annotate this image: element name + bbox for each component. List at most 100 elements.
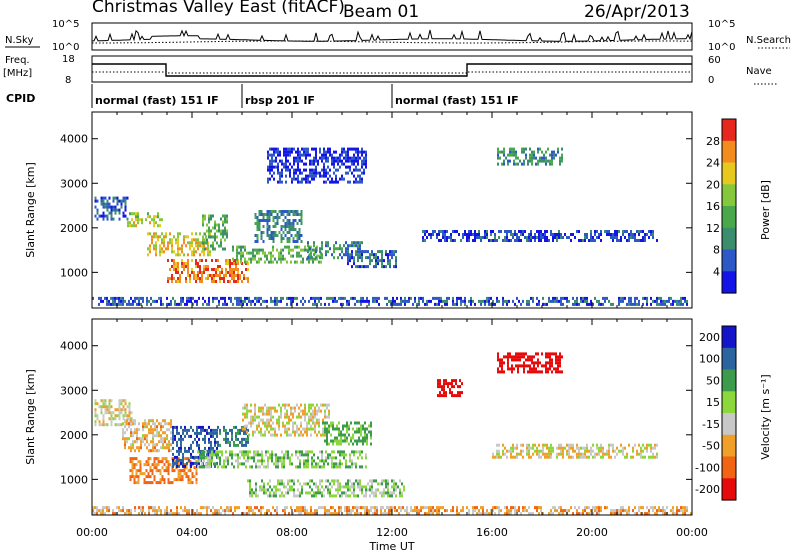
velocity-cell bbox=[497, 352, 499, 356]
power-cell bbox=[554, 233, 556, 236]
velocity-cell bbox=[326, 421, 328, 425]
velocity-cell bbox=[92, 512, 94, 516]
power-cell bbox=[562, 296, 564, 300]
power-cell bbox=[258, 296, 260, 300]
velocity-cell bbox=[537, 364, 539, 368]
velocity-cell bbox=[250, 509, 252, 513]
power-cell bbox=[254, 302, 256, 306]
power-cell bbox=[664, 302, 666, 306]
power-cell bbox=[142, 299, 144, 303]
velocity-cell bbox=[364, 512, 366, 516]
power-cell bbox=[308, 299, 310, 303]
velocity-cell bbox=[293, 488, 295, 492]
power-cell bbox=[309, 180, 311, 184]
power-cell bbox=[389, 253, 391, 257]
velocity-cell bbox=[191, 481, 194, 485]
velocity-cell bbox=[640, 455, 642, 459]
power-cell bbox=[357, 253, 359, 257]
velocity-cell bbox=[148, 512, 150, 516]
velocity-cell bbox=[259, 465, 261, 469]
velocity-cell bbox=[338, 512, 340, 516]
velocity-cell bbox=[347, 485, 349, 489]
power-cell bbox=[237, 271, 239, 274]
velocity-cell bbox=[512, 455, 514, 459]
velocity-cell bbox=[523, 352, 525, 356]
velocity-cell bbox=[277, 488, 279, 492]
power-cell bbox=[594, 296, 596, 300]
power-cell bbox=[98, 214, 101, 218]
power-colorbar-tick-label: 4 bbox=[713, 265, 720, 278]
power-cell bbox=[299, 153, 301, 157]
power-cell bbox=[171, 250, 173, 254]
velocity-cell bbox=[206, 512, 208, 516]
power-cell bbox=[333, 159, 335, 163]
velocity-cell bbox=[502, 443, 504, 447]
velocity-cell bbox=[366, 433, 368, 437]
velocity-cell bbox=[558, 443, 560, 447]
power-cell bbox=[173, 277, 175, 280]
power-cell bbox=[260, 219, 263, 222]
power-cell bbox=[150, 296, 152, 300]
power-cell bbox=[222, 296, 224, 300]
velocity-cell bbox=[311, 450, 313, 454]
velocity-cell bbox=[533, 361, 535, 365]
velocity-cell bbox=[163, 478, 166, 482]
velocity-cell bbox=[242, 512, 244, 516]
velocity-cell bbox=[326, 512, 328, 516]
velocity-cell bbox=[517, 370, 519, 374]
power-cell bbox=[226, 220, 228, 224]
velocity-cell bbox=[296, 430, 298, 434]
power-cell bbox=[137, 215, 139, 219]
velocity-cell bbox=[305, 459, 307, 463]
power-cell bbox=[598, 233, 600, 236]
power-cell bbox=[327, 147, 329, 151]
power-region bbox=[497, 147, 563, 166]
power-cell bbox=[242, 254, 244, 258]
power-cell bbox=[224, 232, 226, 236]
velocity-cell bbox=[333, 465, 335, 469]
power-cell bbox=[185, 235, 187, 239]
velocity-cell bbox=[185, 457, 188, 461]
power-cell bbox=[291, 150, 293, 154]
power-cell bbox=[181, 250, 183, 254]
power-cell bbox=[126, 196, 129, 200]
velocity-cell bbox=[214, 443, 216, 447]
velocity-cell bbox=[370, 442, 372, 446]
power-cell bbox=[177, 244, 179, 248]
velocity-cell bbox=[337, 482, 339, 486]
power-cell bbox=[266, 219, 269, 222]
velocity-cell bbox=[361, 485, 363, 489]
velocity-cell bbox=[257, 453, 259, 457]
power-colorbar-swatch bbox=[722, 162, 736, 185]
power-cell bbox=[120, 199, 123, 203]
velocity-cell bbox=[456, 512, 458, 516]
velocity-cell bbox=[233, 440, 235, 444]
velocity-cell bbox=[531, 361, 533, 365]
power-cell bbox=[269, 165, 271, 169]
velocity-cell bbox=[237, 431, 239, 435]
power-cell bbox=[315, 171, 317, 175]
velocity-cell bbox=[279, 482, 281, 486]
velocity-cell bbox=[449, 382, 451, 386]
power-cell bbox=[221, 271, 223, 274]
power-cell bbox=[584, 299, 586, 303]
velocity-cell bbox=[167, 463, 170, 467]
power-cell bbox=[608, 233, 610, 236]
velocity-cell bbox=[253, 459, 255, 463]
velocity-cell bbox=[510, 506, 512, 510]
velocity-cell bbox=[276, 418, 278, 422]
velocity-cell bbox=[337, 485, 339, 489]
velocity-cell bbox=[506, 512, 508, 516]
power-cell bbox=[273, 177, 275, 181]
velocity-cell bbox=[650, 443, 652, 447]
power-cell bbox=[179, 274, 181, 277]
velocity-cell bbox=[261, 459, 263, 463]
power-cell bbox=[656, 299, 658, 303]
power-cell bbox=[319, 150, 321, 154]
power-cell bbox=[207, 244, 209, 248]
velocity-cell bbox=[622, 509, 624, 513]
velocity-cell bbox=[96, 414, 99, 418]
power-cell bbox=[309, 256, 311, 260]
power-cell bbox=[686, 302, 688, 306]
power-cell bbox=[224, 247, 226, 251]
